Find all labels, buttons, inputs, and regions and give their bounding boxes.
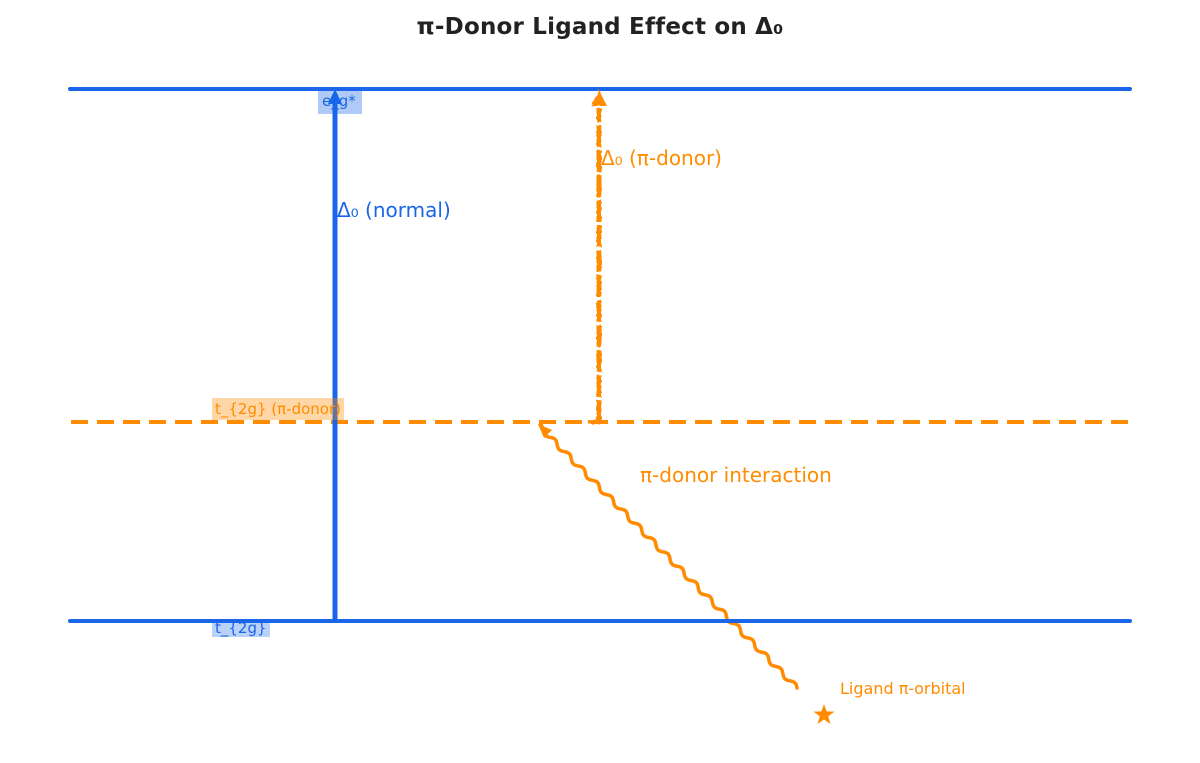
label-pi-donor-interaction: π-donor interaction: [640, 463, 832, 487]
label-eg-star: e_g*: [318, 88, 362, 114]
label-t2g: t_{2g}: [212, 619, 270, 637]
label-delta-normal: Δ₀ (normal): [337, 198, 451, 222]
label-delta-pi-donor: Δ₀ (π-donor): [601, 146, 722, 170]
pi-donor-interaction-arrow: [538, 422, 799, 690]
label-ligand-pi-orbital: Ligand π-orbital: [840, 679, 966, 698]
star-icon: [813, 704, 835, 724]
diagram-title: π-Donor Ligand Effect on Δ₀: [416, 14, 784, 40]
delta-pi-donor-arrow: [588, 90, 607, 424]
delta-normal-arrow: [328, 89, 342, 621]
label-t2g-pi-donor: t_{2g} (π-donor): [212, 398, 344, 420]
